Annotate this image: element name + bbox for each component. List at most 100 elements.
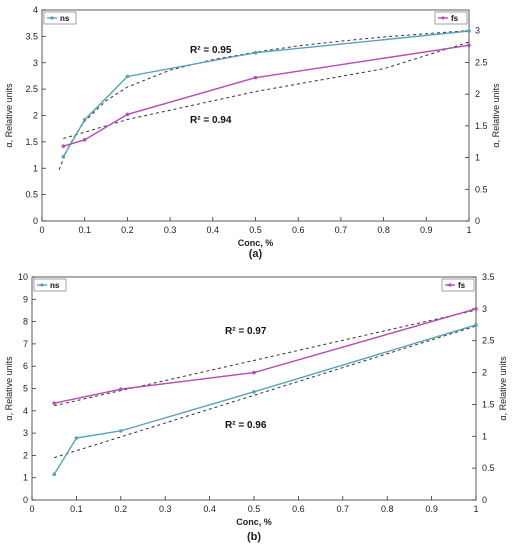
p0-point-ns [82, 117, 87, 122]
p0-point-fs [467, 43, 471, 48]
p1-y2-tick-label: 1 [482, 431, 487, 441]
p1-trendline-1 [54, 325, 477, 459]
p1-x-tick-label: 0.4 [203, 504, 216, 514]
p0-x-tick-label: 0.7 [335, 225, 348, 235]
p1-y2-tick-label: 3 [482, 304, 487, 314]
p0-legend-label-ns: ns [60, 14, 70, 23]
p0-y-tick-label: 0 [33, 216, 38, 226]
p1-point-fs [474, 307, 478, 311]
p1-point-ns [252, 390, 256, 394]
p0-y2-tick-label: 2 [475, 89, 480, 99]
p0-legend-marker-ns [50, 16, 54, 20]
p0-trendline-label-1: R² = 0.94 [190, 115, 232, 126]
p1-y2-tick-label: 0 [482, 495, 487, 505]
p0-point-fs [82, 138, 87, 142]
p1-y-axis-label: α, Relative units [4, 356, 14, 421]
p0-x-tick-label: 1 [466, 225, 471, 235]
p0-y-tick-label: 3.5 [25, 31, 38, 41]
p0-y-tick-label: 1.5 [25, 137, 38, 147]
p0-y2-axis-label: α, Relative units [491, 83, 501, 148]
p0-y-tick-label: 2 [33, 111, 38, 121]
p1-series-line-fs [54, 308, 477, 404]
p0-point-fs [253, 75, 258, 80]
p1-y-tick-label: 5 [23, 384, 28, 394]
p0-y-tick-label: 0.5 [25, 190, 38, 200]
p1-panel-label: (b) [247, 531, 261, 543]
p0-x-tick-label: 0.5 [249, 225, 262, 235]
p1-x-tick-label: 0.2 [115, 504, 128, 514]
p1-y2-tick-label: 2 [482, 368, 487, 378]
p0-legend-marker-fs [441, 16, 445, 20]
p1-y-tick-label: 7 [23, 339, 28, 349]
p1-legend-label-fs: fs [458, 281, 466, 290]
p1-series-line-ns [53, 324, 477, 475]
p0-y2-tick-label: 1.5 [475, 121, 488, 131]
p0-y2-tick-label: 1 [475, 153, 480, 163]
p1-y2-tick-label: 3.5 [482, 272, 495, 282]
p0-x-tick-label: 0.3 [164, 225, 177, 235]
p0-point-ns [61, 154, 66, 159]
p1-legend-marker-ns [40, 283, 44, 287]
p1-legend-marker-fs [448, 283, 452, 287]
p1-legend-box-ns [33, 278, 67, 292]
p0-y-tick-label: 4 [33, 5, 38, 15]
p0-y2-tick-label: 2.5 [475, 57, 488, 67]
p0-y2-tick-label: 0 [475, 216, 480, 226]
p1-x-tick-label: 0.3 [159, 504, 172, 514]
p0-point-fs [125, 112, 130, 117]
p1-y-tick-label: 9 [23, 294, 28, 304]
p1-point-ns [52, 472, 56, 477]
p1-trendline-label-0: R² = 0.97 [225, 326, 267, 337]
p1-y-tick-label: 4 [23, 406, 28, 416]
p0-x-tick-label: 0.2 [121, 225, 134, 235]
p1-point-ns [474, 323, 478, 327]
p0-point-ns [253, 50, 258, 55]
p1-plot-frame [31, 276, 477, 501]
p1-y2-axis-label: α, Relative units [498, 356, 508, 421]
p0-x-tick-label: 0.8 [377, 225, 390, 235]
p1-legend-label-ns: ns [50, 281, 60, 290]
p0-y2-tick-label: 0.5 [475, 184, 488, 194]
p1-point-ns [119, 429, 123, 433]
p0-x-tick-label: 0 [39, 225, 44, 235]
p1-x-tick-label: 0.9 [425, 504, 438, 514]
p0-trendline-label-0: R² = 0.95 [190, 45, 232, 56]
p0-legend-label-fs: fs [451, 14, 459, 23]
p0-x-tick-label: 0.1 [78, 225, 91, 235]
p0-trendline-1 [63, 41, 470, 140]
p0-x-tick-label: 0.9 [420, 225, 433, 235]
p0-y-axis-label: α, Relative units [4, 83, 14, 148]
p1-x-tick-label: 0.8 [381, 504, 394, 514]
p1-x-tick-label: 1 [473, 504, 478, 514]
p0-point-ns [467, 29, 471, 33]
p0-legend-box-fs [434, 11, 468, 25]
p1-point-fs [252, 370, 256, 375]
p0-legend-box-ns [43, 11, 77, 25]
p0-y-tick-label: 2.5 [25, 84, 38, 94]
p1-x-tick-label: 0.7 [337, 504, 350, 514]
p1-y-tick-label: 0 [23, 495, 28, 505]
p0-x-tick-label: 0.4 [207, 225, 220, 235]
p1-y-tick-label: 6 [23, 361, 28, 371]
p0-panel-label: (a) [249, 248, 263, 260]
p1-x-tick-label: 0.5 [248, 504, 261, 514]
p0-y-tick-label: 1 [33, 163, 38, 173]
p1-point-fs [52, 401, 56, 405]
p1-y-tick-label: 8 [23, 317, 28, 327]
p1-point-ns [74, 436, 79, 440]
p1-x-tick-label: 0 [29, 504, 34, 514]
p1-y-tick-label: 1 [23, 473, 28, 483]
p0-y2-tick-label: 3 [475, 26, 480, 36]
p1-y-tick-label: 3 [23, 428, 28, 438]
p0-y-tick-label: 3 [33, 58, 38, 68]
p1-trendline-0 [54, 309, 477, 407]
p1-point-fs [119, 387, 123, 391]
p0-x-tick-label: 0.6 [292, 225, 305, 235]
p0-series-line-ns [62, 30, 470, 157]
p0-series-line-fs [63, 44, 470, 147]
p1-y2-tick-label: 0.5 [482, 463, 495, 473]
p0-point-fs [61, 144, 66, 148]
p1-trendline-label-1: R² = 0.96 [225, 420, 267, 431]
p1-y-tick-label: 2 [23, 450, 28, 460]
